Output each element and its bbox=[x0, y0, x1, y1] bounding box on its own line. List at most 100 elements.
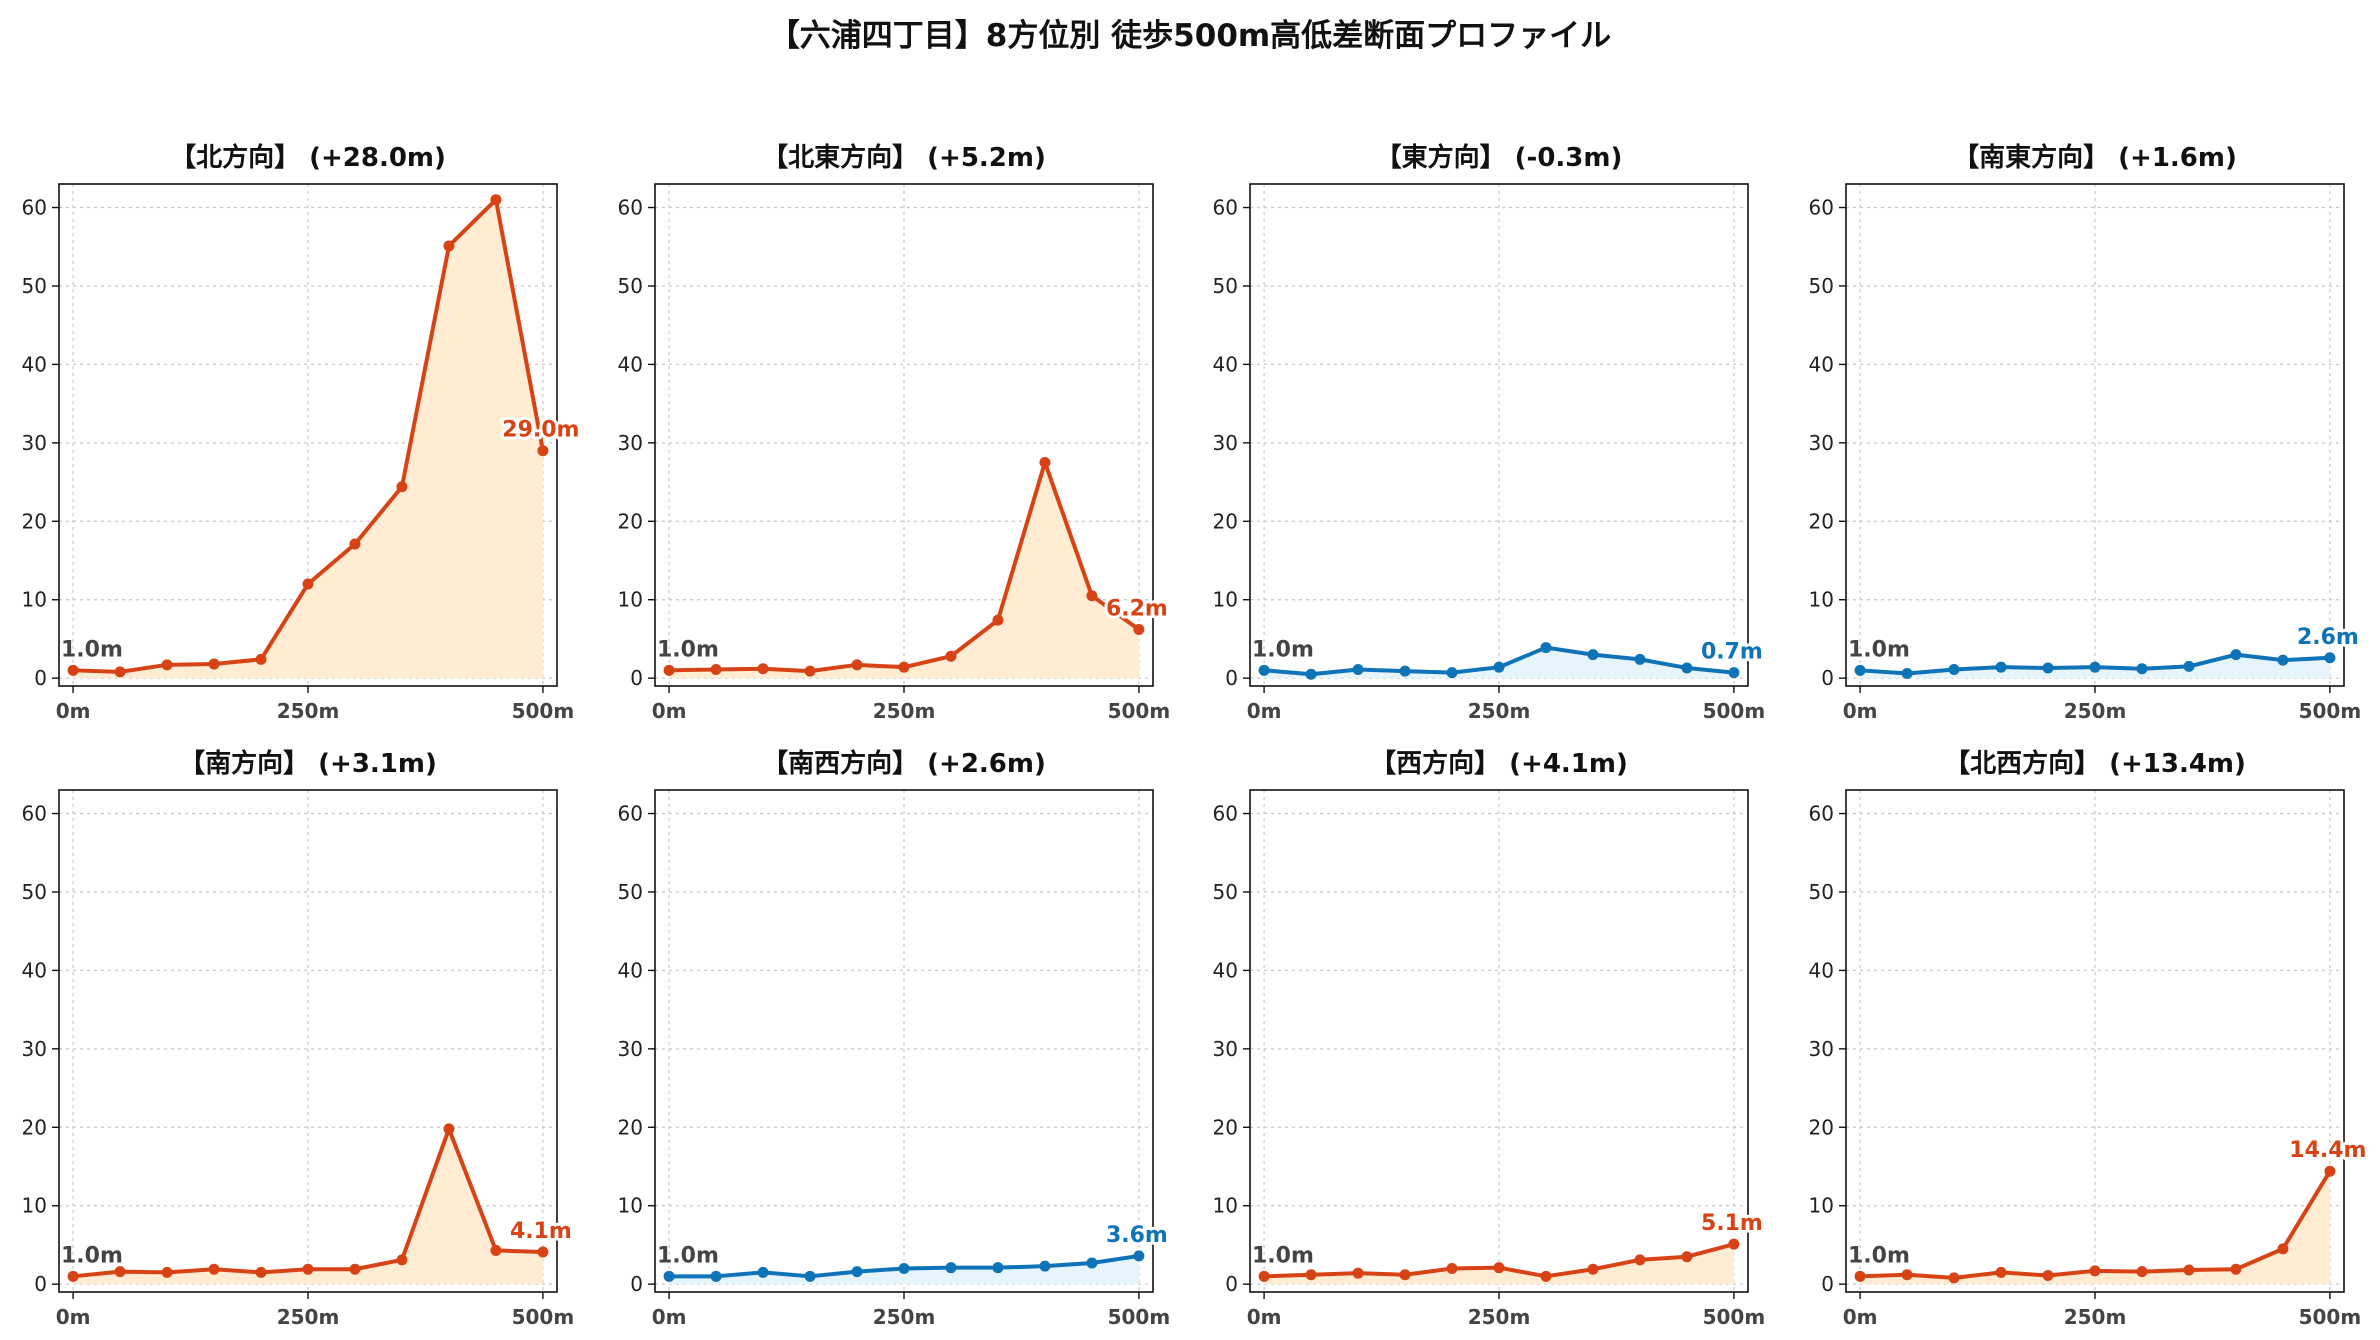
y-tick-label: 40 bbox=[1213, 352, 1238, 376]
end-label-halo: 4.1m bbox=[510, 1219, 572, 1244]
data-point bbox=[396, 481, 408, 493]
data-point bbox=[1258, 664, 1270, 676]
elevation-area bbox=[73, 1128, 543, 1285]
axes-frame bbox=[1845, 183, 2345, 687]
y-tick-label: 40 bbox=[1809, 958, 1834, 982]
data-point bbox=[255, 1266, 267, 1278]
y-tick-label: 20 bbox=[22, 509, 47, 533]
end-label-halo: 14.4m bbox=[2289, 1138, 2366, 1163]
data-point bbox=[2042, 1270, 2054, 1282]
data-point bbox=[1352, 664, 1364, 676]
data-point bbox=[349, 538, 361, 550]
x-tick-label: 0m bbox=[652, 699, 687, 723]
data-point bbox=[161, 1266, 173, 1278]
data-point bbox=[1995, 1266, 2007, 1278]
y-tick-label: 30 bbox=[1809, 431, 1834, 455]
x-tick-label: 0m bbox=[56, 699, 91, 723]
start-elevation-label: 1.0m bbox=[1252, 1243, 1314, 1268]
data-point bbox=[1948, 1272, 1960, 1284]
y-tick-label: 50 bbox=[22, 274, 47, 298]
data-point bbox=[1493, 661, 1505, 673]
data-point bbox=[1086, 1257, 1098, 1269]
x-tick-label: 0m bbox=[1843, 699, 1878, 723]
y-tick-label: 0 bbox=[1821, 1272, 1834, 1296]
y-tick-label: 50 bbox=[1213, 880, 1238, 904]
data-point bbox=[2183, 1264, 2195, 1276]
data-point bbox=[1086, 590, 1098, 602]
data-point bbox=[443, 240, 455, 252]
data-point bbox=[1901, 1269, 1913, 1281]
y-tick-label: 10 bbox=[1809, 1194, 1834, 1218]
x-tick-label: 0m bbox=[1247, 1305, 1282, 1329]
data-point bbox=[2183, 660, 2195, 672]
data-point bbox=[804, 665, 816, 677]
y-tick-label: 30 bbox=[1213, 431, 1238, 455]
figure-title: 【六浦四丁目】8方位別 徒歩500m高低差断面プロファイル bbox=[768, 18, 1612, 54]
data-point bbox=[490, 194, 502, 206]
start-elevation-label: 1.0m bbox=[61, 1243, 123, 1268]
data-point bbox=[67, 664, 79, 676]
data-point bbox=[1587, 1263, 1599, 1275]
y-tick-label: 0 bbox=[1821, 666, 1834, 690]
y-tick-label: 50 bbox=[618, 274, 643, 298]
subplot-title: 【南西方向】 (+2.6m) bbox=[762, 748, 1046, 779]
data-point bbox=[757, 663, 769, 675]
x-tick-label: 250m bbox=[2064, 1305, 2127, 1329]
x-tick-label: 500m bbox=[512, 1305, 575, 1329]
data-point bbox=[851, 1266, 863, 1278]
y-tick-label: 30 bbox=[1213, 1037, 1238, 1061]
end-elevation-label: 4.1m bbox=[510, 1219, 572, 1244]
data-point bbox=[537, 1246, 549, 1258]
data-point bbox=[255, 653, 267, 665]
y-tick-label: 40 bbox=[22, 352, 47, 376]
subplot-2: 【東方向】 (-0.3m) 0 10 20 30 40 50 60 0m 250m 500m 1.0m… bbox=[1213, 142, 1766, 723]
start-elevation-label: 1.0m bbox=[1848, 1243, 1910, 1268]
end-label-halo: 5.1m bbox=[1701, 1211, 1763, 1236]
data-point bbox=[1399, 665, 1411, 677]
data-point bbox=[2136, 1266, 2148, 1278]
data-point bbox=[710, 1270, 722, 1282]
start-elevation-label: 1.0m bbox=[657, 1243, 719, 1268]
x-tick-label: 500m bbox=[2299, 1305, 2362, 1329]
end-label-halo: 2.6m bbox=[2297, 625, 2359, 650]
data-point bbox=[396, 1254, 408, 1266]
data-point bbox=[851, 659, 863, 671]
y-tick-label: 0 bbox=[34, 666, 47, 690]
data-point bbox=[945, 650, 957, 662]
y-tick-label: 20 bbox=[1213, 1115, 1238, 1139]
y-tick-label: 60 bbox=[1809, 802, 1834, 826]
subplot-7: 【北西方向】 (+13.4m) 0 10 20 30 40 50 60 0m 250m 500m 1.… bbox=[1809, 748, 2370, 1329]
y-tick-label: 10 bbox=[618, 1194, 643, 1218]
y-tick-label: 30 bbox=[618, 431, 643, 455]
axes-frame bbox=[1249, 789, 1749, 1293]
data-point bbox=[302, 1263, 314, 1275]
end-elevation-label: 3.6m bbox=[1106, 1223, 1168, 1248]
data-point bbox=[1352, 1267, 1364, 1279]
data-point bbox=[114, 666, 126, 678]
y-tick-label: 0 bbox=[1225, 666, 1238, 690]
y-tick-label: 40 bbox=[618, 352, 643, 376]
data-point bbox=[1133, 1250, 1145, 1262]
elevation-area bbox=[669, 462, 1139, 679]
data-point bbox=[2230, 1263, 2242, 1275]
y-tick-label: 0 bbox=[630, 666, 643, 690]
y-tick-label: 40 bbox=[22, 958, 47, 982]
subplot-title: 【北方向】 (+28.0m) bbox=[170, 142, 446, 173]
data-point bbox=[1305, 668, 1317, 680]
y-tick-label: 40 bbox=[618, 958, 643, 982]
y-tick-label: 60 bbox=[618, 196, 643, 220]
data-point bbox=[898, 661, 910, 673]
x-tick-label: 500m bbox=[2299, 699, 2362, 723]
end-label-halo: 6.2m bbox=[1106, 597, 1168, 622]
y-tick-label: 0 bbox=[630, 1272, 643, 1296]
subplot-1: 【北東方向】 (+5.2m) 0 10 20 30 40 50 60 0m 250m 500m 1.0… bbox=[618, 142, 1171, 723]
data-point bbox=[2324, 1165, 2336, 1177]
data-point bbox=[1587, 649, 1599, 661]
start-elevation-label: 1.0m bbox=[1848, 637, 1910, 662]
y-tick-label: 30 bbox=[22, 1037, 47, 1061]
x-tick-label: 500m bbox=[1108, 699, 1171, 723]
data-point bbox=[1133, 624, 1145, 636]
data-point bbox=[1681, 662, 1693, 674]
data-point bbox=[1305, 1269, 1317, 1281]
